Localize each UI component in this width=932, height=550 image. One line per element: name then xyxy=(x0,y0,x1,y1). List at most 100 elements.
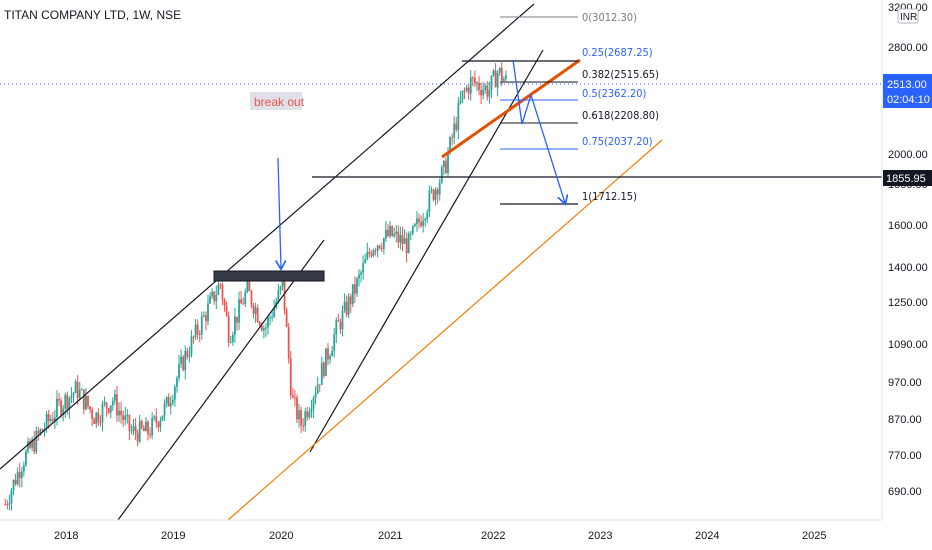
candle-body xyxy=(238,299,240,323)
candle-body xyxy=(6,504,9,506)
break-out-label[interactable]: break out xyxy=(254,95,305,109)
time-axis[interactable]: 2018 2019 2020 2021 2022 2023 2024 2025 xyxy=(54,530,826,542)
candle-body xyxy=(246,280,249,292)
candle-body xyxy=(82,389,85,410)
candle-body xyxy=(480,89,482,96)
price-tick: 2800.00 xyxy=(888,42,928,54)
neckline-trendline[interactable] xyxy=(441,58,581,159)
breakout-arrow[interactable] xyxy=(278,157,281,268)
candle-body xyxy=(505,75,507,79)
candle-body xyxy=(463,90,466,92)
fib-label-0.25: 0.25(2687.25) xyxy=(582,46,653,59)
price-tick: 1400.00 xyxy=(888,262,928,274)
candle-body xyxy=(308,412,311,418)
time-tick: 2021 xyxy=(378,530,402,542)
candle-body xyxy=(95,412,98,425)
long-term-trendline[interactable] xyxy=(227,139,663,521)
candle-body xyxy=(473,78,476,84)
candle-body xyxy=(322,362,325,376)
candle-body xyxy=(167,397,170,407)
candle-body xyxy=(440,167,443,183)
candle-body xyxy=(118,410,120,416)
candle-body xyxy=(289,358,292,396)
candle-body xyxy=(500,68,503,81)
time-tick: 2019 xyxy=(161,530,185,542)
candle-body xyxy=(64,395,67,409)
candle-body xyxy=(80,389,83,391)
candle-body xyxy=(457,102,460,130)
candle-body xyxy=(205,315,207,322)
candle-body xyxy=(97,412,100,423)
candle-body xyxy=(349,296,352,305)
candle-body xyxy=(180,356,183,364)
price-tick: 2000.00 xyxy=(888,149,928,161)
fib-label-0.618: 0.618(2208.80) xyxy=(582,109,659,122)
candle-body xyxy=(190,336,193,355)
candle-body xyxy=(455,123,458,130)
candle-body xyxy=(16,471,19,485)
candle-body xyxy=(93,418,96,425)
candle-body xyxy=(310,408,313,413)
price-tick: 870.00 xyxy=(888,414,922,426)
candle-body xyxy=(304,411,307,426)
price-axis[interactable]: 3200.00 2800.00 2000.00 1800.00 1600.00 … xyxy=(888,2,928,498)
candle-body xyxy=(362,263,365,273)
horizontal-line-value: 1855.95 xyxy=(886,173,926,185)
candle-body xyxy=(213,291,216,302)
candle-body xyxy=(409,233,412,235)
candle-body xyxy=(254,307,257,314)
candle-body xyxy=(403,238,406,244)
projection-arrow[interactable] xyxy=(512,59,565,203)
candle-body xyxy=(60,400,63,415)
candle-body xyxy=(494,70,497,88)
channel-lower-line-2[interactable] xyxy=(309,49,544,453)
candle-body xyxy=(35,430,38,452)
candle-body xyxy=(432,189,435,200)
candle-body xyxy=(227,316,230,343)
candle-body xyxy=(368,251,371,254)
candle-body xyxy=(109,405,112,413)
candle-body xyxy=(273,307,276,318)
candle-body xyxy=(250,291,253,306)
currency-badge[interactable] xyxy=(897,8,919,24)
price-tick: 690.00 xyxy=(888,486,922,498)
candle-body xyxy=(306,411,309,418)
candle-body xyxy=(378,245,381,249)
breakout-zone-box[interactable] xyxy=(213,270,325,282)
candle-body xyxy=(37,430,40,434)
time-tick: 2022 xyxy=(481,530,505,542)
candle-body xyxy=(316,384,319,394)
candle-body xyxy=(337,320,340,322)
candle-body xyxy=(248,280,251,292)
candle-body xyxy=(329,356,331,360)
candle-body xyxy=(465,87,468,91)
candle-body xyxy=(244,291,247,305)
fib-label-1: 1(1712.15) xyxy=(582,190,637,203)
candle-body xyxy=(169,402,172,407)
candle-body xyxy=(233,316,236,335)
candle-body xyxy=(413,224,416,227)
channel-upper-line[interactable] xyxy=(0,3,535,470)
candle-body xyxy=(99,422,102,424)
candle-body xyxy=(157,422,160,428)
candle-body xyxy=(221,284,224,301)
candle-body xyxy=(389,225,391,237)
candle-body xyxy=(498,68,501,73)
channel-lower-line-1[interactable] xyxy=(117,239,325,521)
candle-body xyxy=(318,384,321,386)
candle-body xyxy=(173,386,176,400)
candle-body xyxy=(231,334,234,342)
time-tick: 2025 xyxy=(802,530,826,542)
candle-body xyxy=(196,324,199,334)
candle-body xyxy=(161,415,164,421)
candle-body xyxy=(120,410,123,416)
candle-body xyxy=(194,324,197,337)
candle-body xyxy=(430,189,433,191)
candle-body xyxy=(453,123,456,138)
candle-body xyxy=(62,408,65,415)
candle-body xyxy=(320,362,323,385)
candle-body xyxy=(391,225,394,237)
candle-body xyxy=(149,434,151,436)
candle-body xyxy=(70,395,73,398)
